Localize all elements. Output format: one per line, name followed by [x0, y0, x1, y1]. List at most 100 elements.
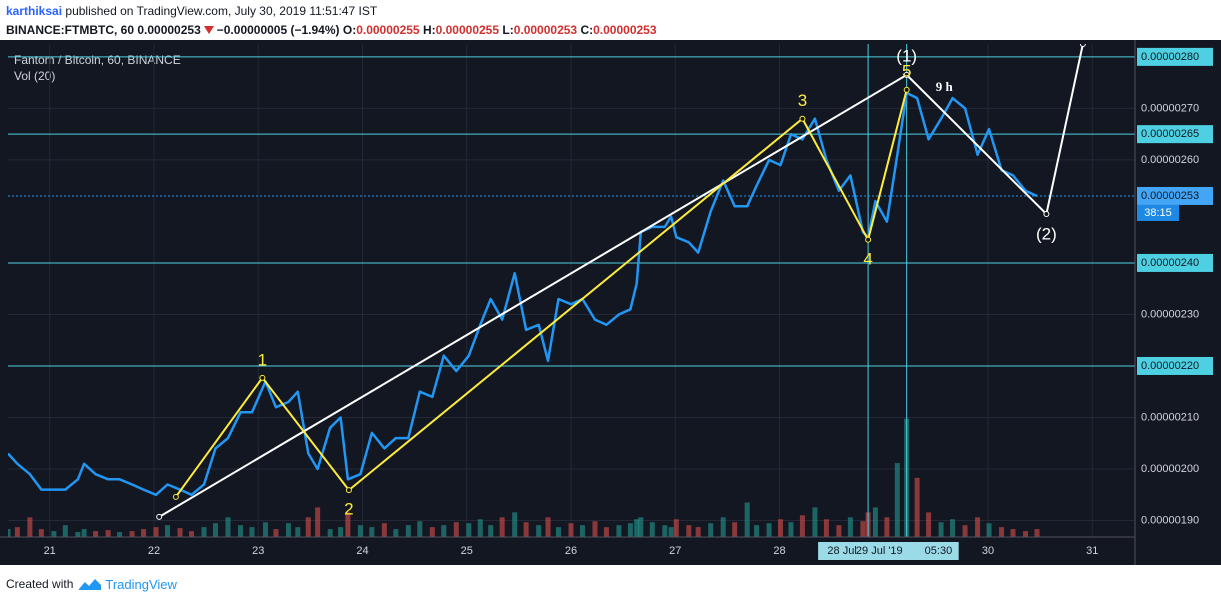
quote-line: BINANCE:FTMBTC, 60 0.00000253 −0.00000005… — [6, 21, 657, 40]
volume-bar — [812, 507, 818, 537]
wave-label: 4 — [863, 249, 872, 268]
date-box-label: 28 Jul — [827, 545, 856, 557]
created: Created with — [6, 577, 74, 591]
date-box — [818, 542, 867, 560]
chart-subtitle: Vol (20) — [14, 69, 55, 83]
volume-bar — [836, 525, 842, 537]
x-tick-label: 30 — [982, 545, 994, 557]
y-tick-label: 0.00000200 — [1141, 463, 1199, 475]
volume-bar — [662, 525, 668, 537]
volume-bar — [627, 523, 633, 537]
background — [0, 40, 1221, 565]
trend-vertex — [156, 513, 163, 520]
volume-bar — [225, 517, 231, 537]
price-box — [1137, 125, 1213, 144]
volume-bar — [188, 531, 194, 537]
volume-bar — [75, 532, 81, 537]
volume-bar — [8, 529, 11, 537]
wave-label: 5 — [902, 61, 911, 80]
volume-bar — [417, 521, 423, 537]
volume-bar — [894, 463, 900, 537]
footer: Created with TradingView — [6, 576, 177, 592]
volume-bar — [105, 530, 111, 537]
trend-vertex — [1079, 44, 1086, 47]
volume-bar — [129, 531, 135, 537]
price-box — [1137, 356, 1213, 375]
volume-bar — [357, 525, 363, 537]
x-tick-label: 21 — [44, 545, 56, 557]
volume-bar — [872, 507, 878, 537]
chart-title: Fantom / Bitcoin, 60, BINANCE — [14, 53, 181, 67]
logo[interactable] — [77, 576, 103, 592]
volume-bar — [823, 519, 829, 537]
chart: Fantom / Bitcoin, 60, BINANCE Vol (20) 2… — [0, 40, 1221, 565]
volume-bar — [305, 517, 311, 537]
x-tick-label: 25 — [461, 545, 473, 557]
volume-bar — [720, 517, 726, 537]
volume-bar — [381, 523, 387, 537]
volume-bar — [754, 525, 760, 537]
volume-bar — [345, 512, 351, 537]
volume-bar — [649, 522, 655, 537]
volume-bar — [686, 525, 692, 537]
y-tick-label: 0.00000270 — [1141, 102, 1199, 114]
ohlc-key: O: — [342, 23, 357, 37]
volume-bar — [441, 525, 447, 537]
volume-bar — [545, 517, 551, 537]
volume-bar — [579, 525, 585, 537]
volume-bar — [914, 477, 920, 537]
volume-bar — [962, 525, 968, 537]
volume-bar — [263, 522, 269, 537]
ohlc-value: 0.00000253 — [593, 23, 657, 37]
volume-bar — [523, 522, 529, 537]
waves-vertex — [903, 86, 910, 93]
volume-bar — [778, 519, 784, 537]
trend-vertex — [1043, 211, 1050, 217]
volume-bar — [732, 522, 738, 537]
wave-label: 2 — [344, 500, 353, 519]
volume-bar — [766, 523, 772, 537]
brand[interactable]: TradingView — [105, 576, 177, 592]
volume-bar — [744, 502, 750, 537]
volume-bar — [695, 527, 701, 537]
y-tick-label: 0.00000210 — [1141, 411, 1199, 423]
waves-vertex — [259, 374, 266, 381]
wave-label: 9 h — [936, 79, 954, 94]
wave-label: (1) — [896, 46, 917, 65]
volume-bar — [986, 523, 992, 537]
volume-bar — [1010, 529, 1016, 537]
ohlc-key: H: — [422, 23, 436, 37]
volume-bar — [634, 519, 640, 537]
volume-bar — [975, 517, 981, 537]
header: karthiksai published on TradingView.com,… — [6, 2, 657, 40]
x-tick-label: 31 — [1086, 545, 1098, 557]
volume-bar — [788, 522, 794, 537]
date-box-label: 05:30 — [925, 545, 953, 557]
wave-label: (2) — [1036, 225, 1057, 244]
volume-bar — [477, 519, 483, 537]
y-tick-label: 0.00000230 — [1141, 308, 1199, 320]
change: −0.00000005 (−1.94%) — [216, 23, 340, 37]
price-box — [1137, 47, 1213, 66]
volume-bar — [285, 523, 291, 537]
wave-label: 3 — [798, 91, 807, 110]
waves-vertex — [799, 115, 806, 122]
price-box-label: 0.00000280 — [1141, 51, 1199, 63]
volume-bar — [860, 521, 866, 537]
volume-bar — [536, 525, 542, 537]
x-tick-label: 28 — [773, 545, 785, 557]
publisher[interactable]: karthiksai — [6, 4, 63, 18]
volume-bar — [926, 512, 932, 537]
publish-line: karthiksai published on TradingView.com,… — [6, 2, 657, 21]
date-box — [864, 542, 959, 560]
symbol: BINANCE:FTMBTC, 60 — [6, 23, 134, 37]
volume-bar — [1023, 531, 1029, 537]
volume-bar — [405, 525, 411, 537]
volume-bar — [141, 529, 147, 537]
price-box — [1137, 253, 1213, 272]
countdown-label: 38:15 — [1144, 207, 1172, 219]
volume-bar — [295, 527, 301, 537]
volume-bar — [237, 525, 243, 537]
volume-bar — [327, 529, 333, 537]
last: 0.00000253 — [137, 23, 201, 37]
